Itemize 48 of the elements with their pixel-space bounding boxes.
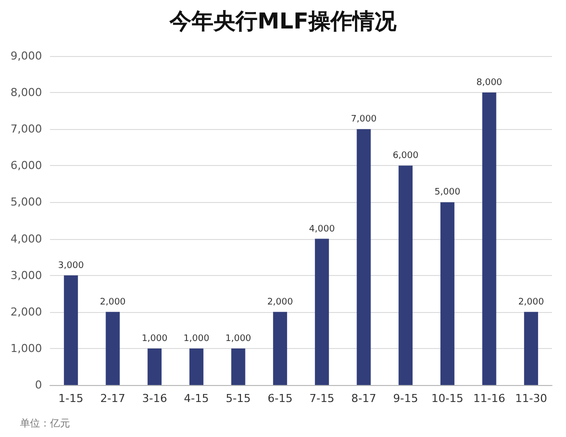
y-tick-label: 3,000 (10, 268, 42, 282)
data-label: 6,000 (392, 151, 419, 162)
x-tick-label: 7-15 (309, 392, 334, 405)
data-label: 2,000 (267, 297, 294, 308)
y-tick-label: 1,000 (10, 342, 42, 355)
bar (398, 166, 413, 385)
bar (440, 202, 454, 385)
data-label: 4,000 (309, 224, 336, 234)
x-tick-label: 11-16 (473, 392, 506, 405)
x-tick-label: 2-17 (100, 392, 126, 405)
y-tick-label: 9,000 (10, 50, 42, 62)
bar (482, 92, 496, 385)
x-tick-label: 1-15 (58, 392, 84, 405)
x-tick-label: 6-15 (268, 392, 293, 405)
x-tick-label: 8-17 (351, 392, 376, 405)
bar (356, 129, 371, 385)
y-tick-label: 6,000 (10, 159, 42, 172)
bar (273, 312, 288, 385)
x-tick-label: 5-15 (226, 392, 251, 405)
chart-title: 今年央行MLF操作情况 (168, 10, 398, 34)
bar (189, 348, 204, 385)
x-tick-label: 9-15 (393, 392, 418, 405)
bar (64, 275, 78, 385)
bar (314, 238, 329, 385)
x-tick-label: 4-15 (184, 392, 209, 405)
y-tick-label: 7,000 (10, 122, 42, 136)
data-label: 2,000 (100, 297, 126, 308)
y-tick-label: 0 (35, 378, 42, 392)
data-label: 1,000 (142, 334, 168, 344)
data-label: 7,000 (350, 114, 377, 125)
x-tick-label: 3-16 (142, 392, 168, 405)
text: 单位：亿元 (20, 418, 70, 430)
data-label: 5,000 (434, 188, 461, 198)
data-label: 1,000 (225, 334, 252, 344)
y-tick-label: 8,000 (10, 86, 42, 100)
data-label: 1,000 (184, 334, 210, 344)
data-label: 3,000 (58, 260, 84, 271)
y-tick-label: 2,000 (10, 305, 42, 318)
bar (106, 312, 120, 385)
data-label: 8,000 (476, 78, 502, 88)
bar (524, 312, 538, 385)
y-tick-label: 5,000 (10, 196, 42, 209)
bar (148, 348, 162, 385)
bar (231, 348, 246, 385)
y-tick-label: 4,000 (10, 232, 42, 246)
data-label: 2,000 (518, 297, 544, 308)
x-tick-label: 11-30 (515, 392, 548, 405)
x-tick-label: 10-15 (431, 392, 464, 405)
